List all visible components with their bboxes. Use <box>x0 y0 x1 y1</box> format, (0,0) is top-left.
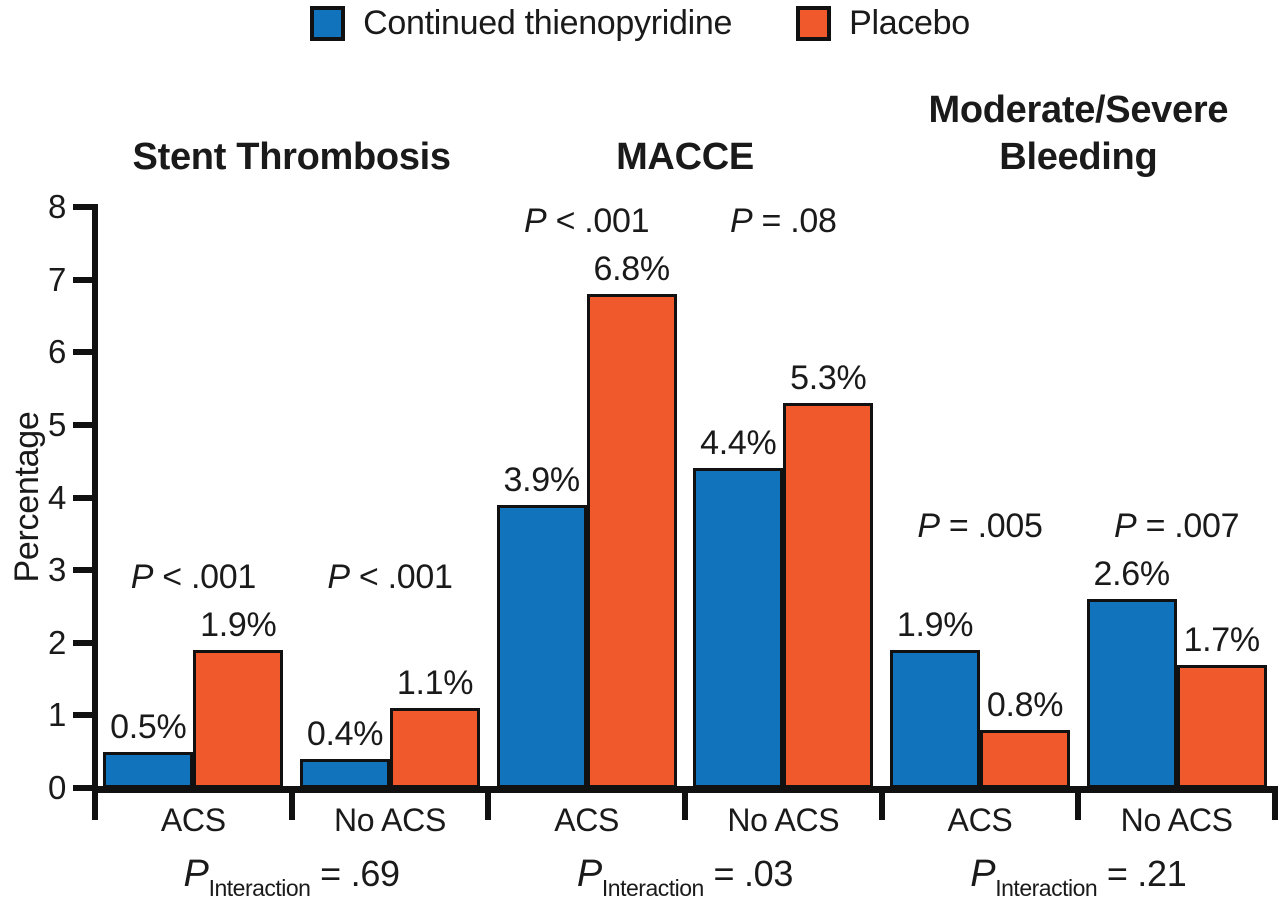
p-value-label: P = .08 <box>730 202 837 241</box>
y-axis-tick-label: 2 <box>47 623 66 661</box>
y-axis-tick <box>73 494 95 501</box>
legend-item-placebo: Placebo <box>796 4 970 42</box>
legend-label-placebo: Placebo <box>849 4 970 42</box>
bar-value-label: 2.6% <box>1093 555 1171 594</box>
p-interaction-label: PInteraction = .21 <box>970 853 1187 901</box>
bar-value-label: 1.1% <box>396 664 474 703</box>
x-category-label: ACS <box>160 802 226 838</box>
legend-swatch-orange-icon <box>796 5 832 41</box>
group-title: Moderate/Severe Bleeding <box>798 87 1280 180</box>
bar-placebo <box>783 403 874 788</box>
bar-continued-thienopyridine <box>1086 599 1177 788</box>
x-category-label: ACS <box>554 802 620 838</box>
bar-value-label: 6.8% <box>593 250 671 289</box>
group-title: Stent Thrombosis <box>12 134 572 180</box>
y-axis-tick <box>73 712 95 719</box>
bar-value-label: 1.9% <box>200 606 277 644</box>
bar-value-label: 4.4% <box>700 424 777 463</box>
bar-placebo <box>586 294 677 788</box>
bar-value-label: 0.5% <box>110 707 187 746</box>
y-axis-tick <box>73 204 95 210</box>
legend: Continued thienopyridine Placebo <box>0 4 1280 42</box>
bar-continued-thienopyridine <box>890 650 980 788</box>
p-value-label: P = .005 <box>917 507 1043 546</box>
bar-continued-thienopyridine <box>496 504 587 788</box>
p-value-label: P < .001 <box>327 558 453 596</box>
y-axis-tick <box>73 276 95 283</box>
p-value-label: P < .001 <box>524 202 650 241</box>
legend-swatch-blue-icon <box>310 5 346 41</box>
p-value-label: P = .007 <box>1114 507 1240 546</box>
x-axis-tick <box>92 786 98 820</box>
bar-value-label: 1.9% <box>896 606 974 644</box>
x-category-label: No ACS <box>727 802 840 838</box>
bar-value-label: 0.4% <box>306 714 384 753</box>
bar-continued-thienopyridine <box>300 758 390 788</box>
x-axis-tick <box>288 786 295 820</box>
group-title-line: Moderate/Severe <box>928 89 1229 132</box>
bar-continued-thienopyridine <box>693 468 784 788</box>
group-title-line: Bleeding <box>999 135 1158 178</box>
y-axis-tick-label: 0 <box>47 769 66 806</box>
p-value-label: P < .001 <box>130 558 257 596</box>
bar-placebo <box>980 729 1070 788</box>
y-axis-tick-label: 1 <box>47 696 66 734</box>
x-axis-tick <box>1272 786 1278 820</box>
group-title: MACCE <box>405 134 965 180</box>
x-category-label: No ACS <box>333 802 446 838</box>
y-axis-tick-label: 6 <box>47 333 66 371</box>
y-axis-tick <box>73 567 95 574</box>
bar-placebo <box>1176 664 1267 788</box>
group-title-line: Stent Thrombosis <box>132 135 452 178</box>
bar-value-label: 3.9% <box>503 460 581 499</box>
y-axis-line <box>92 204 98 794</box>
bar-placebo <box>390 708 480 788</box>
y-axis-tick <box>73 639 95 646</box>
bar-value-label: 5.3% <box>790 359 867 398</box>
bar-continued-thienopyridine <box>103 751 194 788</box>
y-axis-tick-label: 8 <box>47 188 66 225</box>
x-category-label: ACS <box>947 802 1013 838</box>
y-axis-tick-label: 4 <box>47 478 66 516</box>
group-title-line: MACCE <box>616 135 754 178</box>
y-axis-tick-label: 5 <box>47 405 66 443</box>
x-axis-tick <box>682 786 688 820</box>
y-axis-tick-label: 3 <box>47 551 66 589</box>
x-category-label: No ACS <box>1120 802 1233 838</box>
x-axis-tick <box>1075 786 1082 820</box>
x-axis-tick <box>485 786 492 820</box>
bar-value-label: 0.8% <box>986 685 1064 724</box>
bar-value-label: 1.7% <box>1183 620 1261 659</box>
p-interaction-label: PInteraction = .69 <box>183 853 401 901</box>
legend-label-continued-thienopyridine: Continued thienopyridine <box>363 4 733 42</box>
bar-placebo <box>193 650 284 788</box>
legend-item-continued-thienopyridine: Continued thienopyridine <box>310 4 732 42</box>
y-axis-tick <box>73 349 95 356</box>
p-interaction-label: PInteraction = .03 <box>576 853 794 901</box>
y-axis-tick <box>73 785 95 791</box>
y-axis-tick-label: 7 <box>47 260 66 298</box>
x-axis-tick <box>878 786 885 820</box>
y-axis-tick <box>73 421 95 428</box>
